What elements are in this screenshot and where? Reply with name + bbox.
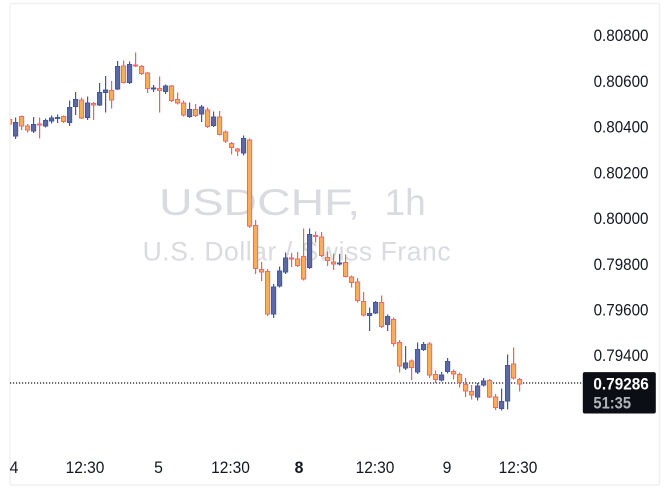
svg-text:0.80800: 0.80800 <box>594 26 649 45</box>
svg-text:0.79600: 0.79600 <box>594 301 649 320</box>
svg-text:1h: 1h <box>385 182 426 223</box>
svg-text:4: 4 <box>10 458 19 477</box>
svg-text:12:30: 12:30 <box>356 458 395 477</box>
svg-text:USDCHF,: USDCHF, <box>159 182 360 223</box>
svg-text:5: 5 <box>154 458 163 477</box>
svg-text:0.80600: 0.80600 <box>594 72 649 91</box>
svg-text:12:30: 12:30 <box>499 458 538 477</box>
svg-text:0.79286: 0.79286 <box>593 374 648 393</box>
svg-text:0.80000: 0.80000 <box>594 209 649 228</box>
svg-text:51:35: 51:35 <box>593 394 631 413</box>
svg-text:0.79400: 0.79400 <box>594 346 649 365</box>
svg-text:0.80200: 0.80200 <box>594 163 649 182</box>
svg-text:12:30: 12:30 <box>66 458 105 477</box>
svg-text:0.79800: 0.79800 <box>594 255 649 274</box>
svg-text:12:30: 12:30 <box>211 458 250 477</box>
svg-text:0.80400: 0.80400 <box>594 118 649 137</box>
svg-text:8: 8 <box>295 458 304 477</box>
svg-text:9: 9 <box>443 458 452 477</box>
